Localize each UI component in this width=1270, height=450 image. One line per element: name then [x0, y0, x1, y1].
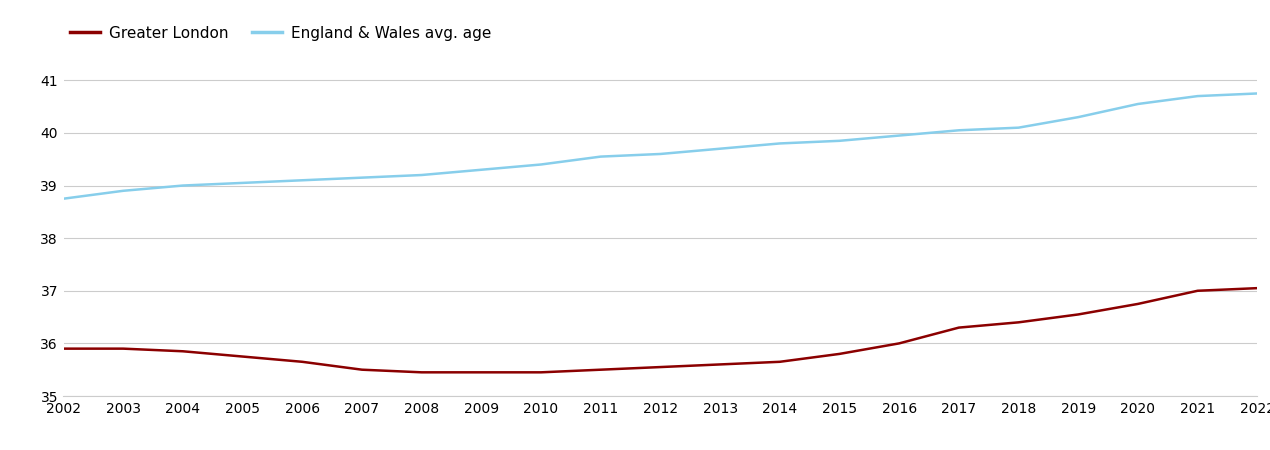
Greater London [653, 364, 668, 370]
Greater London [892, 341, 907, 346]
Greater London [1011, 320, 1026, 325]
England & Wales avg. age [951, 128, 966, 133]
Greater London [1071, 312, 1086, 317]
England & Wales avg. age [354, 175, 370, 180]
England & Wales avg. age [295, 178, 310, 183]
Greater London [593, 367, 608, 373]
England & Wales avg. age [1190, 94, 1205, 99]
England & Wales avg. age [533, 162, 549, 167]
Legend: Greater London, England & Wales avg. age: Greater London, England & Wales avg. age [64, 20, 498, 47]
Greater London [414, 369, 429, 375]
England & Wales avg. age [892, 133, 907, 138]
Greater London [533, 369, 549, 375]
Greater London [295, 359, 310, 364]
England & Wales avg. age [235, 180, 250, 185]
England & Wales avg. age [1011, 125, 1026, 130]
England & Wales avg. age [593, 154, 608, 159]
England & Wales avg. age [414, 172, 429, 178]
Greater London [951, 325, 966, 330]
Greater London [1250, 285, 1265, 291]
England & Wales avg. age [474, 167, 489, 172]
England & Wales avg. age [116, 188, 131, 194]
Greater London [354, 367, 370, 373]
Greater London [56, 346, 71, 351]
Greater London [1130, 301, 1146, 306]
Greater London [116, 346, 131, 351]
Greater London [712, 362, 728, 367]
Line: England & Wales avg. age: England & Wales avg. age [64, 94, 1257, 199]
Greater London [474, 369, 489, 375]
England & Wales avg. age [653, 151, 668, 157]
England & Wales avg. age [772, 141, 787, 146]
Greater London [832, 351, 847, 356]
England & Wales avg. age [56, 196, 71, 202]
Line: Greater London: Greater London [64, 288, 1257, 372]
Greater London [235, 354, 250, 359]
England & Wales avg. age [1250, 91, 1265, 96]
England & Wales avg. age [175, 183, 190, 188]
England & Wales avg. age [712, 146, 728, 151]
Greater London [1190, 288, 1205, 293]
England & Wales avg. age [832, 138, 847, 144]
England & Wales avg. age [1130, 101, 1146, 107]
Greater London [772, 359, 787, 364]
Greater London [175, 349, 190, 354]
England & Wales avg. age [1071, 114, 1086, 120]
